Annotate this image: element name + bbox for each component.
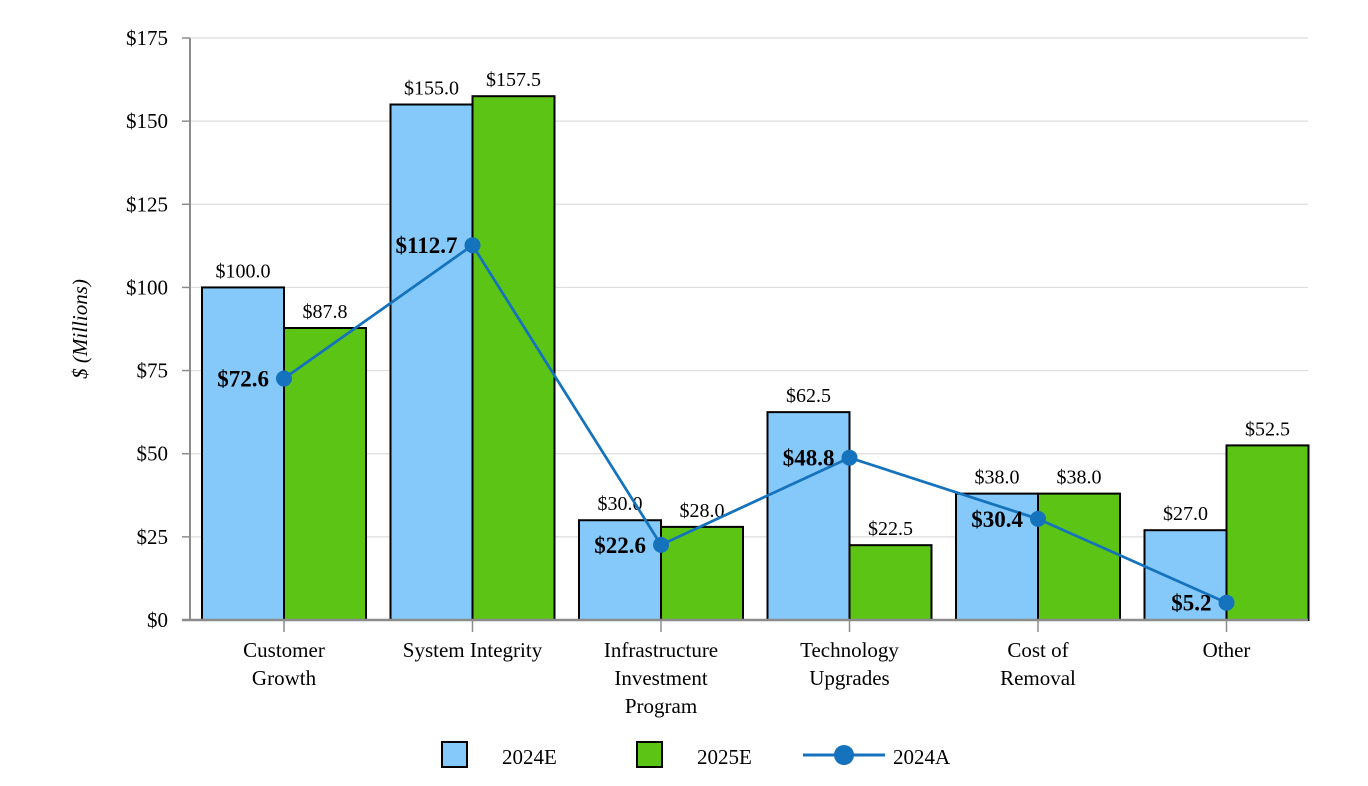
line-value-label: $30.4 [971,507,1023,532]
bar-value-label: $27.0 [1163,503,1208,525]
legend-swatch-2024e [441,741,468,768]
bar-value-label: $28.0 [680,500,725,522]
y-tick-label: $125 [126,192,168,216]
category-label-0: Customer [243,638,325,662]
bar-2024e-3 [766,411,851,621]
gridlines [190,37,1308,538]
bar-value-label: $38.0 [975,467,1020,489]
line-value-label: $22.6 [594,533,646,558]
legend-label-2024e: 2024E [502,745,557,769]
y-tick-label: $75 [137,359,169,383]
legend-swatch-2025e [636,741,663,768]
y-tick-label: $25 [137,525,169,549]
line-value-label: $112.7 [396,233,458,258]
bar-2025e-5 [1225,444,1310,621]
x-axis: Customer Growth System Integrity Infrastruc… [182,618,1308,718]
category-label-2: Infrastructure [604,638,718,662]
category-label-1: System Integrity [403,638,543,662]
y-tick-label: $0 [147,608,168,632]
bar-2025e-3 [848,544,933,622]
category-label-4: Cost of [1007,638,1068,662]
bar-value-label: $87.8 [303,301,348,323]
bar-value-label: $62.5 [786,385,831,407]
bar-2025e-4 [1037,492,1121,622]
marker-2024a-4 [1030,510,1046,527]
legend: 2024E 2025E 2024A [441,741,951,769]
marker-2024a-3 [841,449,858,466]
bar-2024e-2 [578,519,662,622]
bar-value-label: $157.5 [486,69,541,91]
line-value-label: $72.6 [217,367,269,392]
bar-2025e-2 [660,525,744,622]
bar-2025e-1 [471,95,556,621]
bar-2024e-1 [389,103,474,621]
marker-2024a-1 [464,237,481,254]
bar-value-label: $52.5 [1245,418,1290,440]
bar-value-label: $155.0 [404,78,459,100]
y-tick-label: $100 [126,275,168,299]
y-tick-label: $175 [126,26,168,50]
y-axis: $0 $25 $50 $75 $100 $125 $150 $175 [126,26,191,632]
line-series-2024a: $72.6 $112.7 $22.6 $48.8 $30.4 $5.2 [217,233,1235,616]
category-label-4: Removal [1000,666,1076,690]
category-label-5: Other [1203,638,1251,662]
bars: $100.0$155.0$30.0$62.5$38.0$27.0$87.8$15… [201,69,1310,622]
bar-value-label: $38.0 [1057,467,1102,489]
category-label-3: Upgrades [809,666,889,690]
line-value-label: $48.8 [783,446,835,471]
legend-label-2024a: 2024A [893,745,951,769]
y-tick-label: $50 [137,442,169,466]
bar-value-label: $100.0 [216,260,271,282]
marker-2024a-2 [653,536,669,553]
legend-marker-2024a [834,745,854,765]
category-label-0: Growth [252,666,317,690]
bar-2024e-0 [201,286,285,621]
y-tick-label: $150 [126,109,168,133]
marker-2024a-0 [276,370,292,387]
line-value-label: $5.2 [1171,591,1211,616]
y-axis-title: $ (Millions) [68,279,92,379]
category-label-2: Investment [614,666,707,690]
category-label-2: Program [625,694,697,718]
bar-2025e-0 [283,327,367,621]
bar-value-label: $22.5 [868,518,913,540]
legend-label-2025e: 2025E [697,745,752,769]
category-label-3: Technology [800,638,899,662]
line-2024a [283,243,1228,604]
marker-2024a-5 [1218,594,1235,611]
